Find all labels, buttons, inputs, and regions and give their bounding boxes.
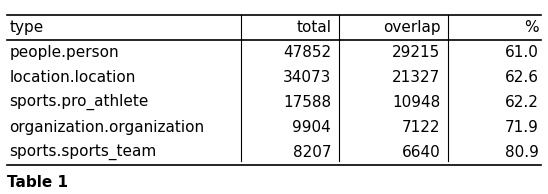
Text: total: total (296, 20, 331, 35)
Text: 21327: 21327 (392, 70, 440, 85)
Text: 34073: 34073 (283, 70, 331, 85)
Text: 8207: 8207 (293, 145, 331, 160)
Text: sports.pro_athlete: sports.pro_athlete (9, 94, 149, 110)
Text: type: type (9, 20, 44, 35)
Text: 62.2: 62.2 (505, 95, 539, 110)
Text: 6640: 6640 (402, 145, 440, 160)
Text: 71.9: 71.9 (505, 120, 539, 135)
Text: overlap: overlap (383, 20, 440, 35)
Text: 47852: 47852 (283, 45, 331, 60)
Text: 62.6: 62.6 (504, 70, 539, 85)
Text: 17588: 17588 (283, 95, 331, 110)
Text: %: % (524, 20, 539, 35)
Text: people.person: people.person (9, 45, 119, 60)
Text: location.location: location.location (9, 70, 136, 85)
Text: Table 1: Table 1 (7, 175, 68, 190)
Text: 29215: 29215 (392, 45, 440, 60)
Text: 9904: 9904 (293, 120, 331, 135)
Text: 7122: 7122 (402, 120, 440, 135)
Text: 10948: 10948 (392, 95, 440, 110)
Text: 61.0: 61.0 (505, 45, 539, 60)
Text: sports.sports_team: sports.sports_team (9, 145, 157, 160)
Text: organization.organization: organization.organization (9, 120, 205, 135)
Text: 80.9: 80.9 (505, 145, 539, 160)
